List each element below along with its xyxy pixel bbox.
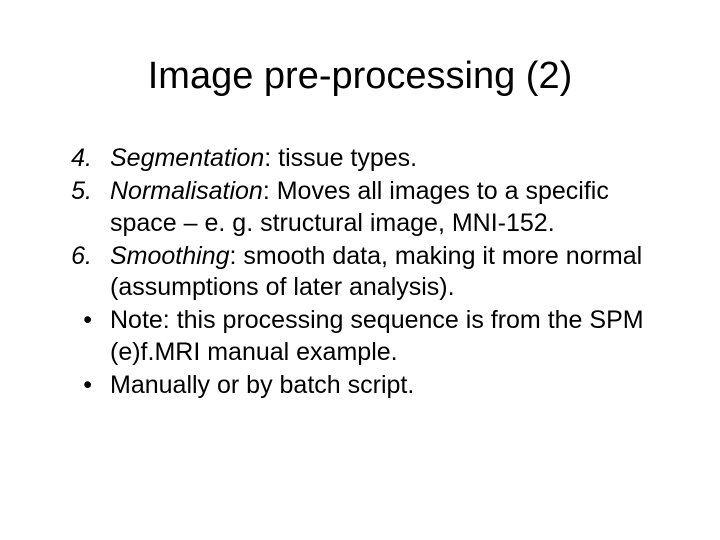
list-item: 5. Normalisation: Moves all images to a … [50,176,670,239]
list-term: Smoothing [110,242,230,270]
list-marker: 5. [50,176,110,239]
list-item: 6. Smoothing: smooth data, making it mor… [50,241,670,304]
list-content: Segmentation: tissue types. [110,143,670,174]
list-rest: Note: this processing sequence is from t… [110,306,644,365]
list-item: 4. Segmentation: tissue types. [50,143,670,174]
list-content: Smoothing: smooth data, making it more n… [110,241,670,304]
slide: Image pre-processing (2) 4. Segmentation… [0,0,720,540]
list-rest: : tissue types. [264,144,417,172]
body-list: 4. Segmentation: tissue types. 5. Normal… [50,143,670,401]
list-term: Segmentation [110,144,264,172]
list-marker: 4. [50,143,110,174]
list-content: Note: this processing sequence is from t… [110,305,670,368]
list-item: • Manually or by batch script. [50,370,670,401]
list-content: Normalisation: Moves all images to a spe… [110,176,670,239]
list-content: Manually or by batch script. [110,370,670,401]
list-marker: 6. [50,241,110,304]
slide-title: Image pre-processing (2) [50,55,670,98]
list-item: • Note: this processing sequence is from… [50,305,670,368]
list-marker: • [50,305,110,368]
list-marker: • [50,370,110,401]
list-rest: Manually or by batch script. [110,371,414,399]
list-term: Normalisation [110,177,263,205]
